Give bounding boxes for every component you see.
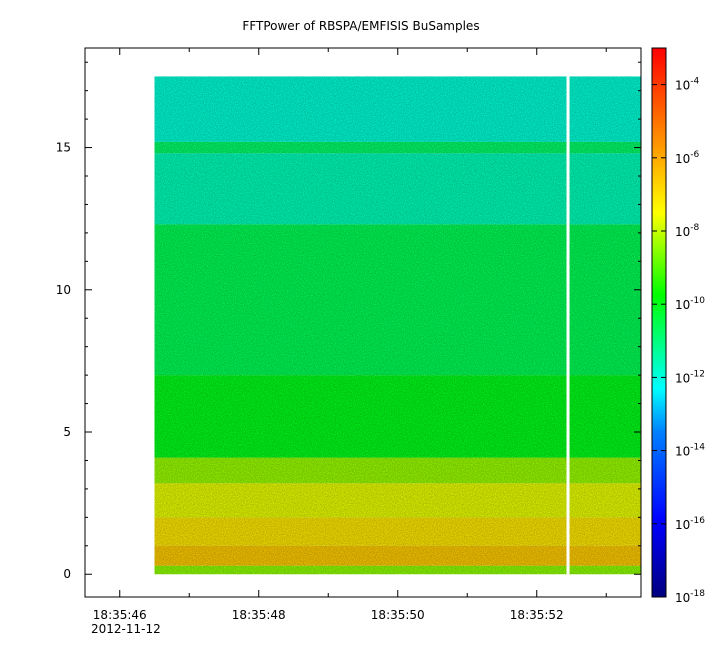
colorbar-ticks: 10-4 10-6 10-8 10-10 10-12 10-14 10-16 10-18	[652, 77, 705, 605]
chart-title: FFTPower of RBSPA/EMFISIS BuSamples	[242, 19, 479, 33]
data-gap-overlay	[566, 76, 570, 575]
y-tick-label: 5	[63, 425, 71, 439]
colorbar-tick-label: 10-8	[675, 223, 700, 239]
y-tick-label: 10	[56, 283, 71, 297]
x-axis: 18:35:46 18:35:48 18:35:50 18:35:52	[93, 48, 607, 622]
plot-frame	[84, 47, 642, 598]
colorbar-gradient	[651, 47, 667, 598]
plot-area	[84, 47, 642, 598]
x-axis-date-label: 2012-11-12	[91, 622, 161, 636]
colorbar: 10-4 10-6 10-8 10-10 10-12 10-14 10-16 10-18	[651, 47, 705, 605]
colorbar-tick-label: 10-12	[675, 369, 705, 385]
x-tick-label: 18:35:52	[510, 608, 564, 622]
speckle-overlay	[154, 76, 641, 575]
x-tick-label: 18:35:46	[93, 608, 147, 622]
colorbar-tick-label: 10-18	[675, 589, 705, 605]
colorbar-tick-label: 10-14	[675, 443, 705, 459]
y-tick-label: 0	[63, 567, 71, 581]
y-axis: 0 5 10 15	[56, 61, 641, 581]
colorbar-tick-label: 10-10	[675, 296, 705, 312]
y-tick-label: 15	[56, 141, 71, 155]
x-tick-label: 18:35:48	[232, 608, 286, 622]
colorbar-tick-label: 10-6	[675, 150, 700, 166]
x-tick-label: 18:35:50	[371, 608, 425, 622]
noise-texture	[154, 76, 641, 575]
colorbar-tick-label: 10-4	[675, 77, 700, 93]
colorbar-tick-label: 10-16	[675, 516, 705, 532]
